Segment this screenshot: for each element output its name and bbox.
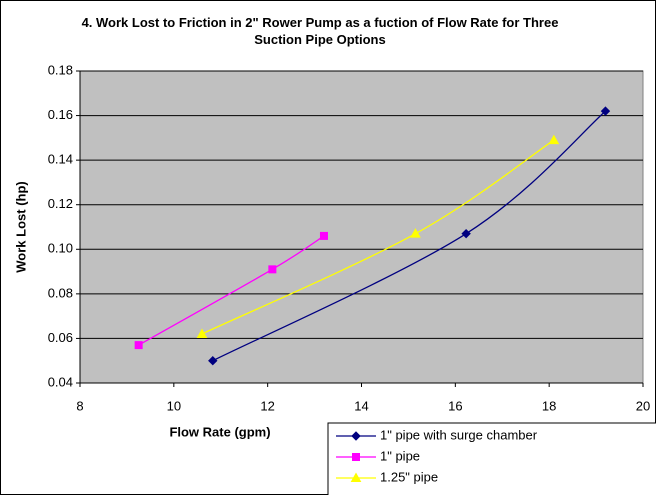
legend-label: 1" pipe with surge chamber <box>380 427 538 442</box>
marker <box>461 228 471 239</box>
marker <box>548 134 560 145</box>
marker <box>319 231 328 240</box>
y-tick-label: 0.14 <box>48 152 73 167</box>
marker <box>351 431 361 441</box>
marker <box>208 356 218 366</box>
series-line <box>138 235 325 346</box>
marker <box>350 472 362 482</box>
x-tick-label: 12 <box>260 398 274 413</box>
series-line <box>212 110 606 362</box>
marker <box>134 341 143 350</box>
y-tick-label: 0.10 <box>48 241 73 256</box>
x-tick-label: 10 <box>167 398 181 413</box>
marker <box>600 106 611 116</box>
chart-title: 4. Work Lost to Friction in 2" Rower Pum… <box>81 15 559 47</box>
legend-label: 1.25" pipe <box>380 469 438 484</box>
marker <box>410 228 421 238</box>
marker <box>196 328 208 338</box>
x-tick-label: 18 <box>542 398 556 413</box>
y-tick-label: 0.12 <box>48 196 73 211</box>
legend-label: 1" pipe <box>380 448 420 463</box>
x-tick-label: 20 <box>636 398 650 413</box>
plot-area <box>79 70 644 384</box>
legend-box <box>327 422 656 495</box>
x-tick-label: 8 <box>76 398 83 413</box>
series-line <box>201 139 555 335</box>
marker <box>352 453 360 461</box>
x-tick-label: 16 <box>448 398 462 413</box>
y-axis-title: Work Lost (hp) <box>13 181 28 272</box>
x-tick-label: 14 <box>354 398 368 413</box>
y-tick-label: 0.18 <box>48 62 73 77</box>
x-axis-title: Flow Rate (gpm) <box>169 424 270 439</box>
y-tick-label: 0.06 <box>48 330 73 345</box>
marker <box>268 265 277 274</box>
y-tick-label: 0.08 <box>48 285 73 300</box>
y-tick-label: 0.16 <box>48 107 73 122</box>
y-tick-label: 0.04 <box>48 374 73 389</box>
